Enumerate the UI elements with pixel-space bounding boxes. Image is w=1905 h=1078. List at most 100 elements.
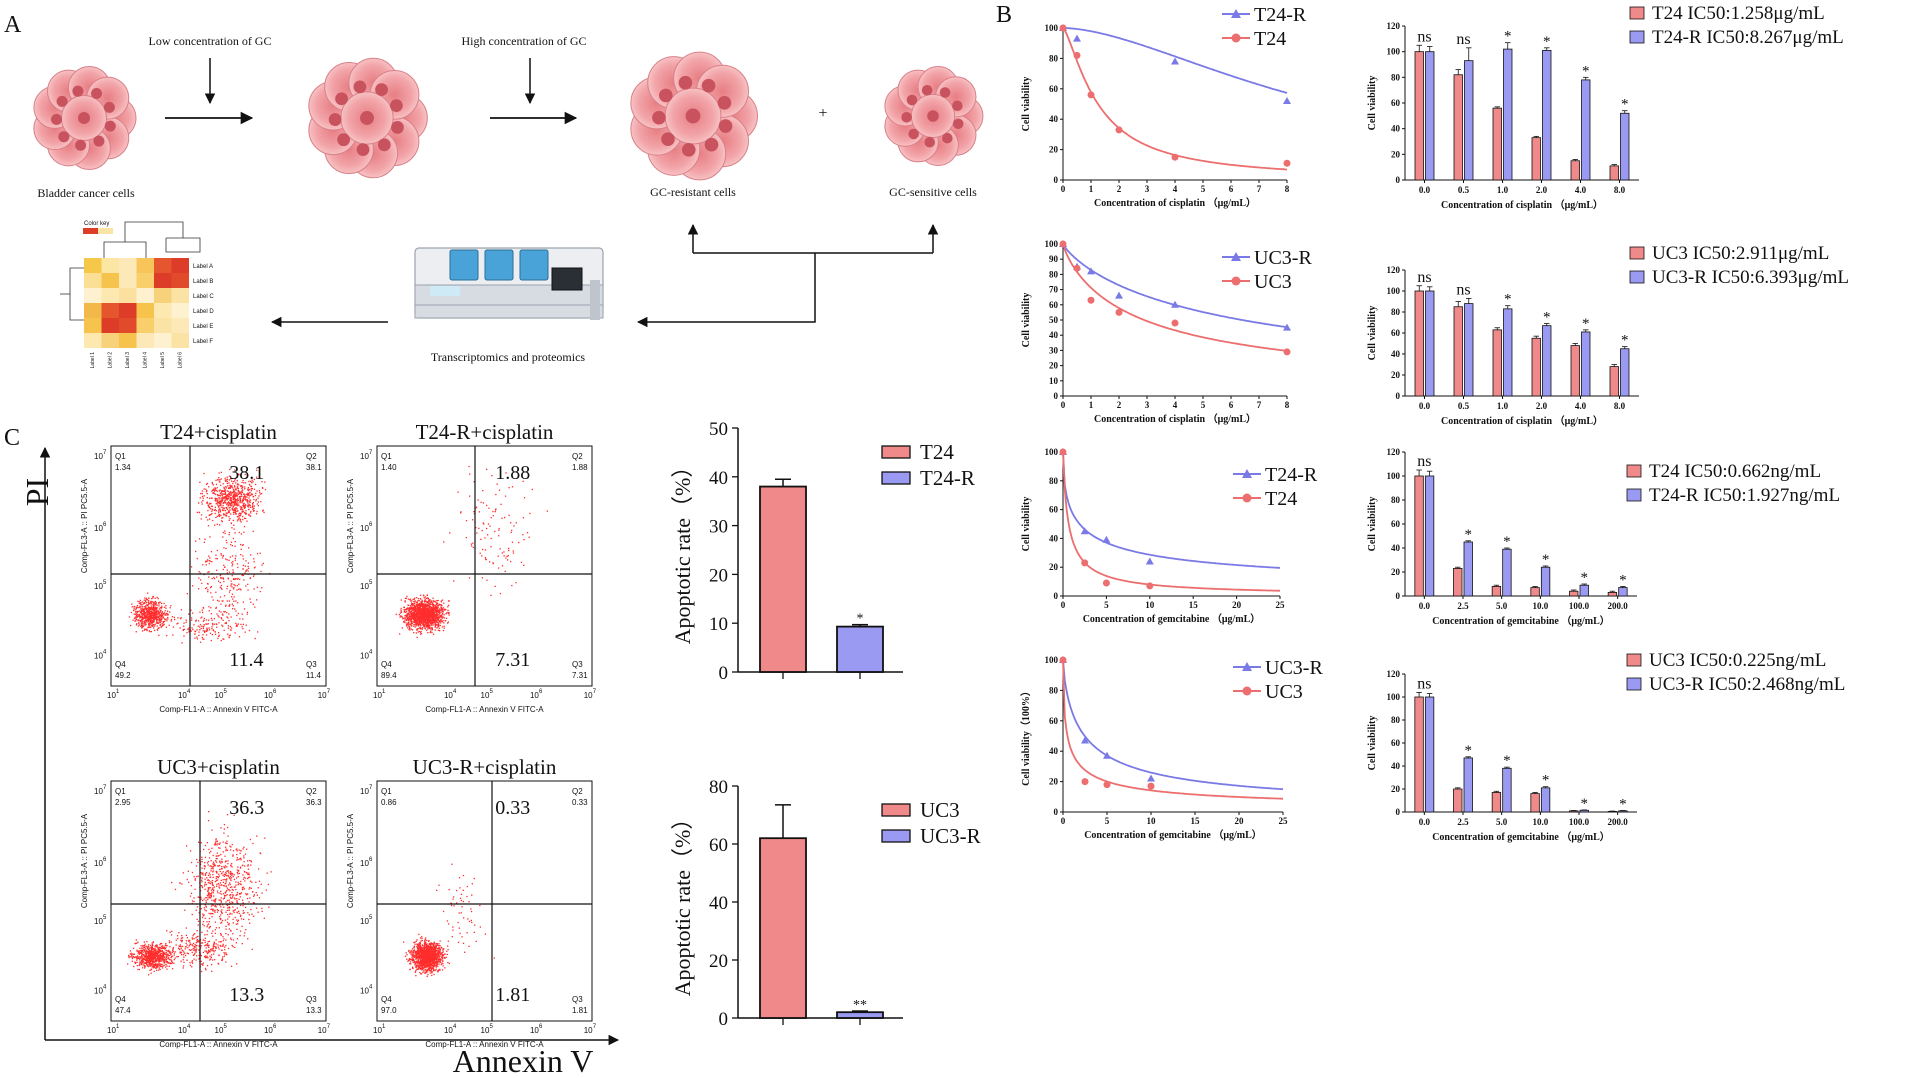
event-dot <box>436 600 438 602</box>
event-dot <box>242 503 245 505</box>
event-dot <box>140 607 142 610</box>
heatmap-row-label: Label C <box>193 294 214 300</box>
event-dot <box>163 964 165 966</box>
event-dot <box>147 592 149 594</box>
event-dot <box>239 588 241 590</box>
event-dot <box>210 607 212 609</box>
event-dot <box>242 564 245 567</box>
bar-t24-r <box>1542 49 1552 181</box>
event-dot <box>151 963 153 965</box>
event-dot <box>249 491 251 494</box>
event-dot <box>411 614 414 616</box>
event-dot <box>427 613 429 615</box>
event-dot <box>443 614 445 616</box>
event-dot <box>158 603 160 605</box>
event-dot <box>166 961 168 963</box>
event-dot <box>234 559 236 561</box>
event-dot <box>448 614 450 616</box>
event-dot <box>150 630 152 633</box>
y-tick-label: 80 <box>1391 495 1401 505</box>
event-dot <box>403 621 405 623</box>
event-dot <box>425 617 428 619</box>
event-dot <box>157 946 159 949</box>
event-dot <box>222 504 224 507</box>
event-dot <box>422 612 424 614</box>
event-dot <box>163 606 166 608</box>
event-dot <box>174 618 176 621</box>
event-dot <box>241 491 243 493</box>
event-dot <box>198 577 200 579</box>
event-dot <box>441 621 444 623</box>
event-dot <box>212 908 214 910</box>
event-dot <box>419 606 421 608</box>
bar-t24-r <box>1503 48 1513 181</box>
event-dot <box>145 953 147 956</box>
event-dot <box>490 537 492 540</box>
event-dot <box>228 479 231 481</box>
event-dot <box>222 625 224 627</box>
event-dot <box>203 868 206 870</box>
event-dot <box>228 493 230 495</box>
event-dot <box>418 622 420 624</box>
event-dot <box>425 614 427 617</box>
event-dot <box>159 601 161 603</box>
y-axis-tick-exponent: 5 <box>103 580 107 586</box>
event-dot <box>226 587 228 590</box>
event-dot <box>433 600 435 602</box>
event-dot <box>136 955 139 957</box>
event-dot <box>415 607 417 609</box>
event-dot <box>230 616 232 618</box>
event-dot <box>214 524 216 526</box>
event-dot <box>402 618 404 620</box>
event-dot <box>219 511 221 513</box>
event-dot <box>173 616 175 619</box>
y-tick-label: 40 <box>1391 124 1401 134</box>
event-dot <box>214 512 216 515</box>
event-dot <box>415 605 417 607</box>
event-dot <box>424 596 427 598</box>
event-dot <box>203 630 206 633</box>
event-dot <box>137 956 139 958</box>
event-dot <box>151 966 153 968</box>
cell-nucleus <box>681 143 696 157</box>
event-dot <box>194 888 196 890</box>
event-dot <box>409 608 411 610</box>
cell-nucleus <box>685 108 701 124</box>
event-dot <box>227 505 229 507</box>
event-dot <box>429 627 431 629</box>
x-tick-label: 10.0 <box>1532 817 1548 827</box>
heatmap-cell <box>84 288 102 303</box>
event-dot <box>236 495 238 497</box>
event-dot <box>182 872 184 874</box>
event-dot <box>404 618 406 620</box>
event-dot <box>138 951 140 953</box>
event-dot <box>161 954 163 957</box>
event-dot <box>148 957 151 959</box>
x-axis-tick: 10 <box>318 691 327 700</box>
event-dot <box>404 619 406 621</box>
event-dot <box>228 486 230 489</box>
event-dot <box>156 946 158 948</box>
event-dot <box>422 624 424 626</box>
event-dot <box>223 498 225 500</box>
event-dot <box>229 485 232 487</box>
event-dot <box>413 614 416 617</box>
event-dot <box>206 497 208 499</box>
event-dot <box>228 591 231 593</box>
event-dot <box>219 495 222 497</box>
event-dot <box>423 609 425 611</box>
event-dot <box>522 534 524 536</box>
legend-swatch <box>1629 270 1645 284</box>
event-dot <box>143 955 145 958</box>
event-dot <box>256 476 258 478</box>
event-dot <box>247 873 249 876</box>
event-dot <box>145 598 147 601</box>
event-dot <box>440 600 443 602</box>
event-dot <box>154 967 157 969</box>
significance-label: * <box>1542 773 1550 789</box>
event-dot <box>234 490 236 492</box>
event-dot <box>433 621 435 623</box>
event-dot <box>240 533 242 535</box>
event-dot <box>150 955 153 957</box>
event-dot <box>475 507 477 509</box>
